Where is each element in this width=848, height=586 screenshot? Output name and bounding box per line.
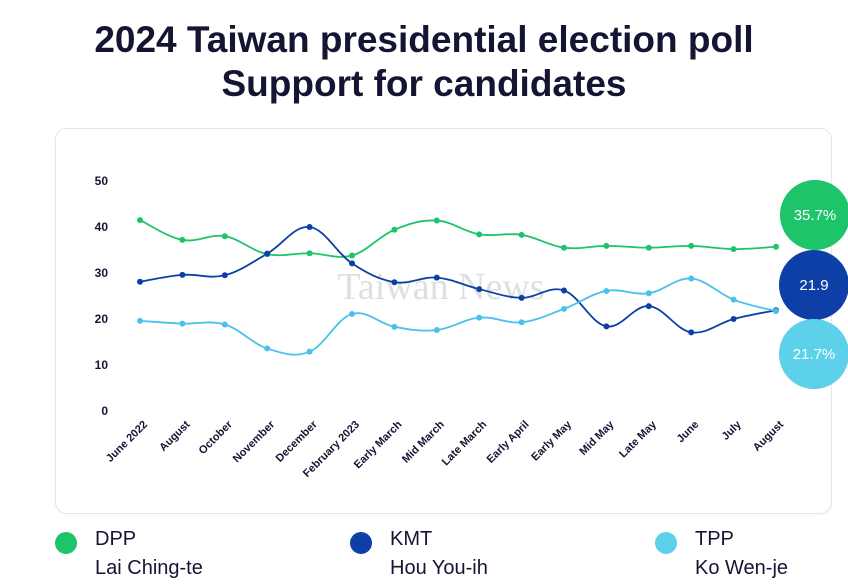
tpp-legend-dot — [655, 532, 677, 554]
kmt-data-point — [264, 250, 271, 257]
legend-party-dpp: DPP — [95, 528, 137, 550]
series-points — [137, 217, 779, 355]
dpp-data-point — [476, 231, 483, 238]
title-line-1: 2024 Taiwan presidential election poll — [94, 19, 754, 60]
tpp-data-point — [306, 348, 313, 355]
dpp-data-point — [730, 246, 737, 253]
tpp-latest-value-bubble: 21.7% — [779, 319, 848, 389]
x-tick-label: August — [157, 418, 193, 454]
legend-candidate-tpp: Ko Wen-je — [695, 557, 789, 579]
x-tick-label: Late May — [617, 418, 659, 460]
y-tick-label: 40 — [95, 220, 109, 234]
tpp-data-point — [561, 305, 567, 312]
y-tick-label: 0 — [101, 404, 108, 418]
title-line-2: Support for candidates — [221, 63, 627, 104]
x-tick-label: June 2022 — [104, 419, 150, 465]
tpp-data-point — [730, 296, 737, 303]
legend-party-kmt: KMT — [390, 528, 433, 550]
dpp-data-point — [391, 226, 398, 233]
kmt-data-point — [730, 316, 737, 322]
x-tick-label: August — [751, 418, 787, 454]
x-tick-label: Late March — [440, 418, 490, 468]
y-tick-label: 10 — [95, 358, 109, 372]
tpp-series-line — [139, 277, 777, 356]
kmt-data-point — [391, 279, 398, 286]
kmt-data-point — [221, 272, 228, 279]
x-tick-label: Early May — [529, 418, 574, 463]
tpp-data-point — [221, 321, 228, 328]
chart-title: 2024 Taiwan presidential election poll S… — [0, 18, 848, 106]
x-tick-label: October — [197, 418, 236, 457]
kmt-data-point — [306, 224, 313, 230]
dpp-data-point — [433, 217, 440, 224]
dpp-data-point — [561, 244, 567, 251]
kmt-data-point — [179, 271, 186, 278]
y-axis: 0 10 20 30 40 50 — [95, 174, 109, 418]
tpp-data-point — [773, 308, 779, 315]
kmt-series-line — [139, 226, 777, 334]
kmt-latest-value-bubble: 21.9 — [779, 250, 848, 320]
tpp-data-point — [433, 327, 440, 334]
legend-party-tpp: TPP — [695, 528, 734, 550]
tpp-data-point — [603, 287, 610, 294]
kmt-data-point — [433, 274, 440, 281]
tpp-data-point — [137, 317, 143, 324]
dpp-data-point — [688, 242, 695, 249]
dpp-data-point — [773, 243, 779, 250]
kmt-data-point — [349, 260, 355, 267]
kmt-data-point — [645, 303, 652, 310]
dpp-data-point — [645, 244, 652, 251]
tpp-data-point — [179, 320, 186, 327]
kmt-data-point — [476, 286, 483, 293]
kmt-data-point — [518, 294, 525, 301]
dpp-series-line — [139, 219, 777, 258]
x-tick-label: June — [675, 419, 702, 446]
tpp-data-point — [476, 314, 483, 321]
tpp-data-point — [688, 275, 695, 282]
dpp-data-point — [349, 252, 355, 259]
dpp-data-point — [603, 242, 610, 249]
kmt-data-point — [561, 287, 567, 294]
dpp-legend-dot — [55, 532, 77, 554]
x-tick-label: July — [720, 418, 745, 443]
x-tick-label: Early April — [485, 419, 532, 466]
x-axis: June 2022 August OctoberNovemberDecemberFe… — [104, 418, 786, 480]
dpp-latest-value-bubble: 35.7% — [780, 180, 848, 250]
tpp-data-point — [349, 310, 355, 317]
tpp-data-point — [391, 323, 398, 330]
kmt-data-point — [603, 323, 610, 330]
tpp-data-point — [264, 345, 271, 352]
dpp-data-point — [306, 250, 313, 257]
y-tick-label: 50 — [95, 174, 109, 188]
kmt-data-point — [688, 329, 695, 336]
dpp-data-point — [221, 233, 228, 240]
series-lines — [139, 219, 777, 356]
kmt-data-point — [137, 278, 143, 285]
legend-candidate-kmt: Hou You-ih — [390, 557, 488, 579]
x-tick-label: November — [231, 418, 278, 465]
legend-candidate-dpp: Lai Ching-te — [95, 557, 203, 579]
y-tick-label: 30 — [95, 266, 109, 280]
tpp-data-point — [518, 319, 525, 326]
x-tick-label: Mid May — [577, 418, 617, 458]
watermark: Taiwan News — [337, 266, 544, 308]
tpp-data-point — [645, 290, 652, 297]
y-tick-label: 20 — [95, 312, 109, 326]
dpp-data-point — [518, 231, 525, 238]
kmt-legend-dot — [350, 532, 372, 554]
dpp-data-point — [137, 217, 143, 224]
dpp-data-point — [179, 236, 186, 243]
chart-card: Taiwan News 0 10 20 30 40 50 June 2022 August O… — [55, 128, 832, 514]
